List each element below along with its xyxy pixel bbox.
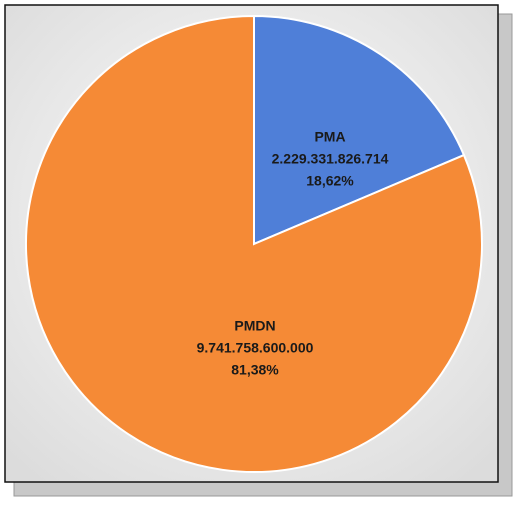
slice-value: 2.229.331.826.714 [272,151,389,167]
slice-name: PMA [314,129,345,145]
slice-value: 9.741.758.600.000 [197,340,314,356]
pie [25,14,483,473]
pie-slice [25,14,483,473]
slice-percent: 81,38% [231,362,279,378]
pie-slice [253,14,466,246]
slice-name: PMDN [234,318,275,334]
labels: PMA 2.229.331.826.714 18,62% PMDN 9.741.758.… [197,129,389,378]
slice-percent: 18,62% [306,173,354,189]
